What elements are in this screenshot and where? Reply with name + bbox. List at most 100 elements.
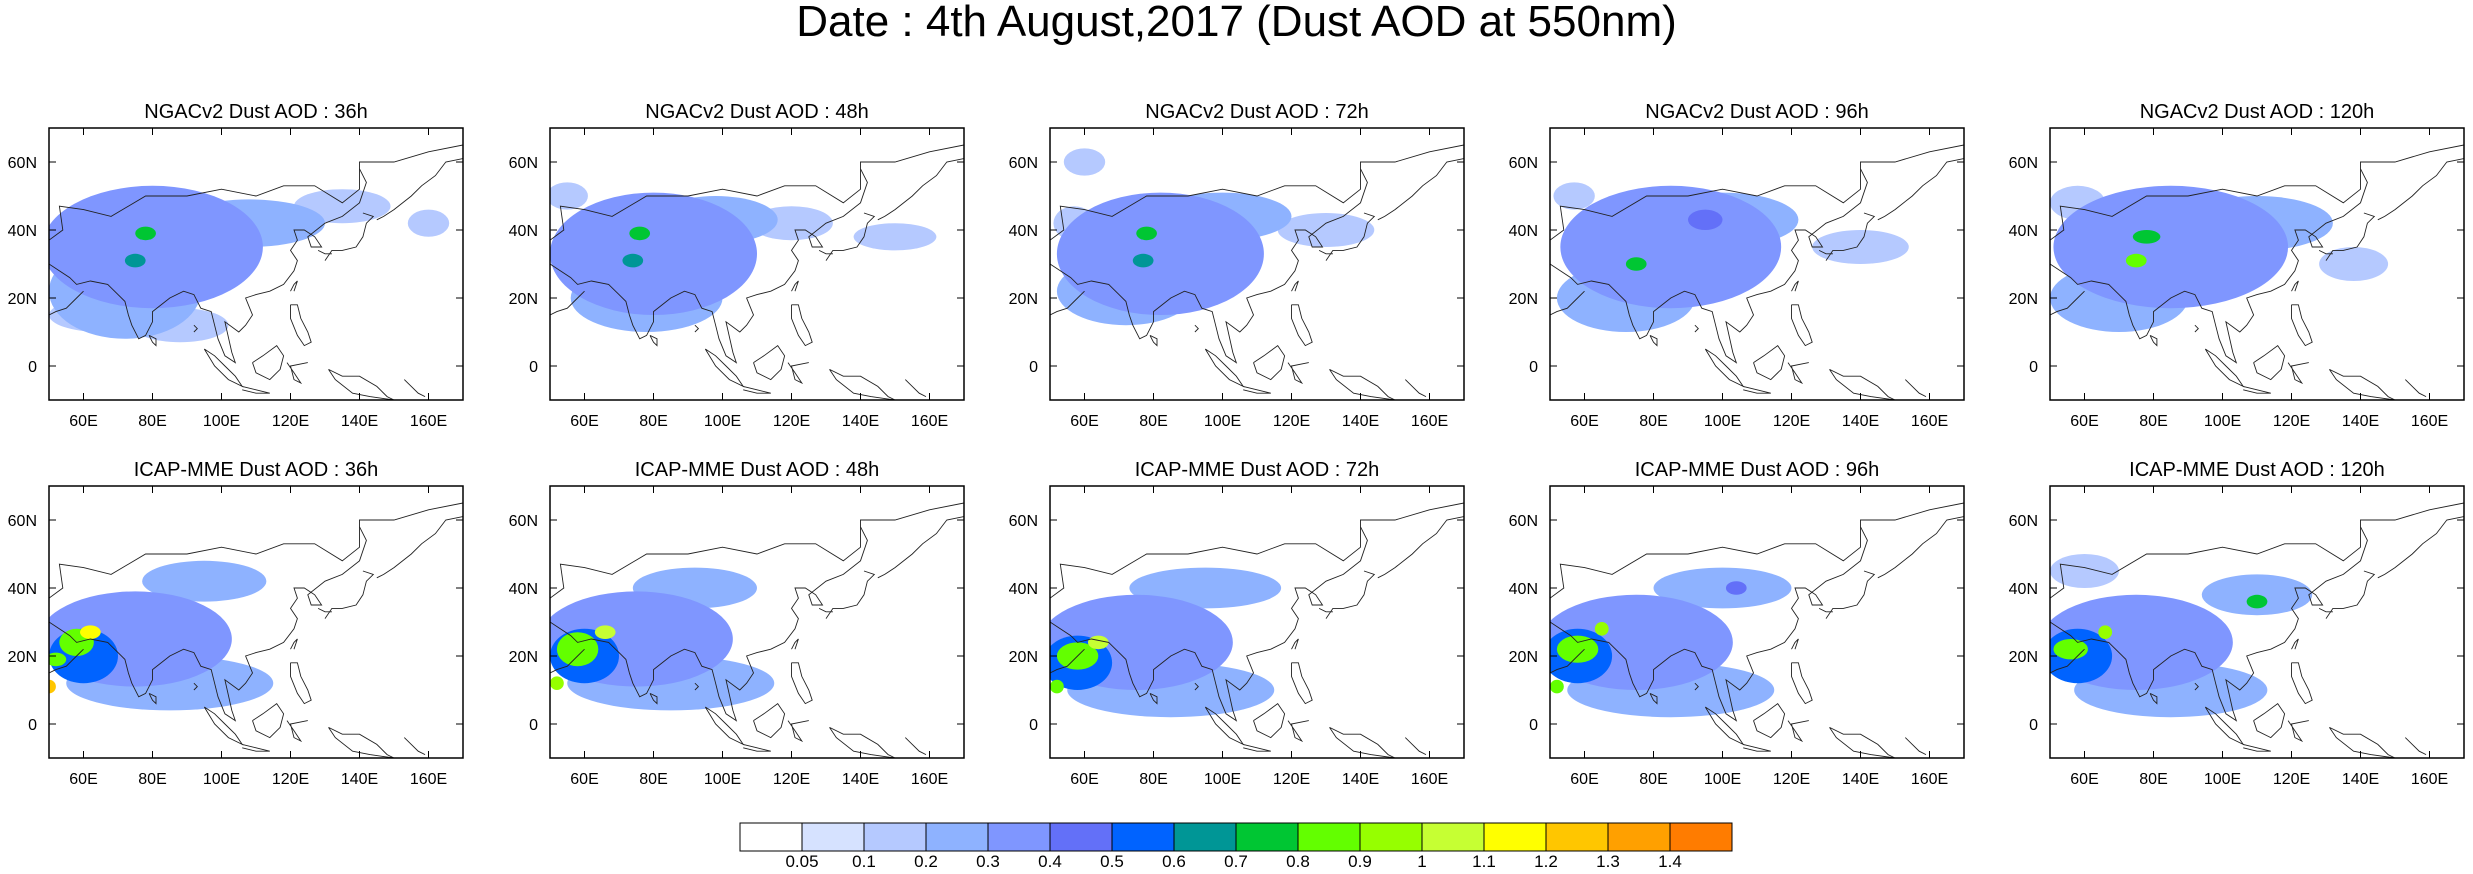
y-tick-label: 60N [509, 155, 538, 172]
coastline [242, 743, 270, 752]
x-tick-label: 140E [341, 413, 378, 430]
map-panel: NGACv2 Dust AOD : 120h 60E 80E 100E 120E 140E… [2009, 101, 2465, 430]
y-tick-label: 60N [8, 513, 37, 530]
coastline [148, 334, 157, 347]
dust-cell [550, 192, 757, 315]
coastline [1050, 502, 1464, 599]
map-frame [48, 127, 464, 401]
x-tick-label: 80E [1139, 771, 1167, 788]
coastline [1194, 324, 1199, 333]
coastline [1291, 280, 1299, 292]
coastline [328, 726, 395, 758]
x-tick-label: 140E [1342, 413, 1379, 430]
coastline [1818, 607, 1833, 613]
coastline [2329, 726, 2396, 758]
coastline [2287, 720, 2309, 743]
coastline [1253, 702, 1286, 739]
x-tick-label: 160E [911, 771, 948, 788]
x-tick-label: 140E [341, 771, 378, 788]
coastline [2253, 344, 2286, 381]
coastline [1325, 570, 1376, 619]
coastline [791, 662, 813, 705]
y-tick-label: 40N [1009, 581, 1038, 598]
y-tick-label: 60N [1009, 155, 1038, 172]
coastlines [2050, 144, 2464, 400]
x-tick-label: 60E [1570, 413, 1598, 430]
coastline [49, 168, 367, 364]
dust-cell [550, 676, 564, 690]
y-tick-label: 60N [2009, 155, 2038, 172]
coastline [877, 158, 964, 221]
y-tick-label: 0 [2029, 717, 2038, 734]
coastline [1377, 158, 1464, 221]
dust-cell [2201, 574, 2313, 616]
colorbar-label: 1.2 [1534, 852, 1558, 871]
map-panel: NGACv2 Dust AOD : 36h 60E 80E 100E 120E 140E 1… [8, 101, 464, 430]
y-tick-label: 20N [2009, 649, 2038, 666]
coastline [2329, 368, 2396, 400]
coastline [2050, 168, 2368, 364]
x-tick-label: 60E [1070, 771, 1098, 788]
x-tick-label: 60E [69, 771, 97, 788]
x-tick-label: 100E [203, 413, 240, 430]
dust-cell [853, 223, 937, 251]
coastline [49, 526, 367, 722]
coastline [376, 158, 463, 221]
dust-cell [2050, 554, 2119, 588]
y-tick-label: 0 [529, 717, 538, 734]
dust-cell [2132, 230, 2161, 244]
x-tick-label: 140E [842, 771, 879, 788]
coastline [1694, 682, 1699, 691]
colorbar-label: 0.05 [785, 852, 818, 871]
dust-cell [1056, 192, 1264, 315]
dust-cell [550, 182, 588, 210]
dust-cell [1556, 635, 1599, 663]
coastline [1704, 706, 1745, 746]
x-tick-label: 80E [138, 771, 166, 788]
coastline [2243, 385, 2271, 394]
coastline [1287, 362, 1309, 385]
y-tick-label: 0 [28, 717, 37, 734]
colorbar-box [1049, 822, 1113, 852]
coastline [1694, 324, 1699, 333]
y-tick-label: 40N [8, 223, 37, 240]
coastline [904, 379, 927, 398]
dust-cell [1132, 253, 1154, 268]
coastline [1877, 516, 1964, 579]
coastline [829, 368, 896, 400]
dust-field [550, 567, 775, 711]
coastline [286, 362, 308, 385]
coastline [791, 304, 813, 347]
colorbar-box [987, 822, 1051, 852]
y-tick-label: 60N [8, 155, 37, 172]
coastline [2291, 638, 2299, 650]
x-tick-label: 120E [773, 771, 810, 788]
map-frame [2049, 485, 2465, 759]
colorbar-label: 1 [1417, 852, 1426, 871]
coastline [791, 280, 799, 292]
coastline [2318, 607, 2333, 613]
coastline [1753, 702, 1786, 739]
coastline [2243, 743, 2271, 752]
coastline [2194, 324, 2199, 333]
dust-cell [1550, 679, 1564, 694]
coastline [148, 692, 157, 705]
colorbar-box [1421, 822, 1485, 852]
coastline [1287, 720, 1309, 743]
coastline [1704, 348, 1745, 388]
colorbar-box [1545, 822, 1609, 852]
coastline [49, 648, 84, 674]
coastline [242, 385, 270, 394]
coastline [1550, 144, 1964, 241]
x-tick-label: 160E [1911, 771, 1948, 788]
colorbar-box [1235, 822, 1299, 852]
dust-cell [1063, 148, 1106, 176]
coastline [1550, 290, 1585, 316]
dust-field [2050, 554, 2313, 718]
coastline [2325, 570, 2376, 619]
x-tick-label: 80E [138, 413, 166, 430]
x-tick-label: 80E [2139, 771, 2167, 788]
coastline [1787, 362, 1809, 385]
dust-cell [80, 625, 101, 639]
dust-field [2050, 185, 2389, 332]
